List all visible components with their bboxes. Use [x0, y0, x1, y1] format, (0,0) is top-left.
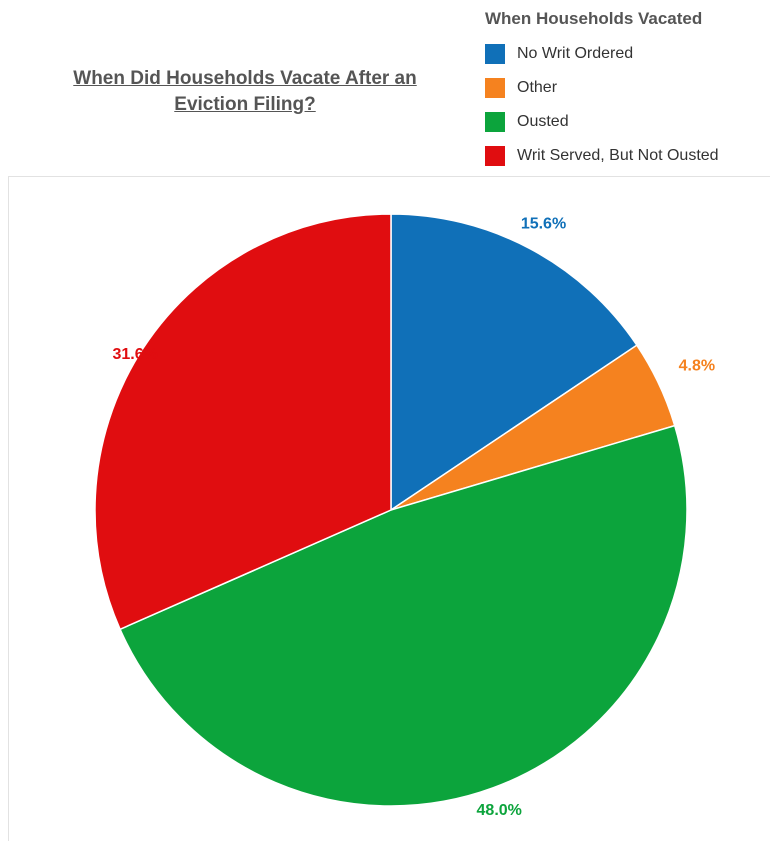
legend-title: When Households Vacated [485, 9, 703, 28]
pie-label-no-writ-ordered: 15.6% [521, 215, 566, 232]
chart-title: When Did Households Vacate After an Evic… [0, 66, 490, 118]
pie-label-other: 4.8% [679, 357, 715, 374]
legend-label: Ousted [517, 113, 569, 130]
legend-swatch [485, 112, 505, 132]
legend-label: Writ Served, But Not Ousted [517, 147, 719, 164]
pie-label-ousted: 48.0% [477, 802, 522, 819]
pie-label-writ-served-but-not-ousted: 31.6% [112, 346, 157, 363]
legend-swatch [485, 146, 505, 166]
legend-swatch [485, 78, 505, 98]
pie-slice-writ-served-but-not-ousted[interactable] [94, 213, 392, 631]
legend-item-ousted[interactable]: Ousted [485, 105, 770, 139]
pie-chart: 15.6% 4.8% 48.0% 31.6% [94, 213, 715, 819]
legend-item-other[interactable]: Other [485, 71, 770, 105]
pie-slice-no-writ-ordered[interactable] [390, 213, 638, 512]
legend-item-no-writ-ordered[interactable]: No Writ Ordered [485, 37, 770, 71]
legend-label: No Writ Ordered [517, 45, 634, 62]
pie-slice-ousted[interactable] [119, 424, 688, 807]
chart-title-line-2: Eviction Filing? [174, 94, 316, 115]
chart-panel: 15.6% 4.8% 48.0% 31.6% [8, 176, 770, 841]
legend-swatch [485, 44, 505, 64]
legend-label: Other [517, 79, 558, 96]
legend-item-writ-served-not-ousted[interactable]: Writ Served, But Not Ousted [485, 139, 770, 173]
chart-title-line-1: When Did Households Vacate After an [73, 68, 417, 89]
legend: When Households Vacated No Writ Ordered … [485, 8, 770, 173]
